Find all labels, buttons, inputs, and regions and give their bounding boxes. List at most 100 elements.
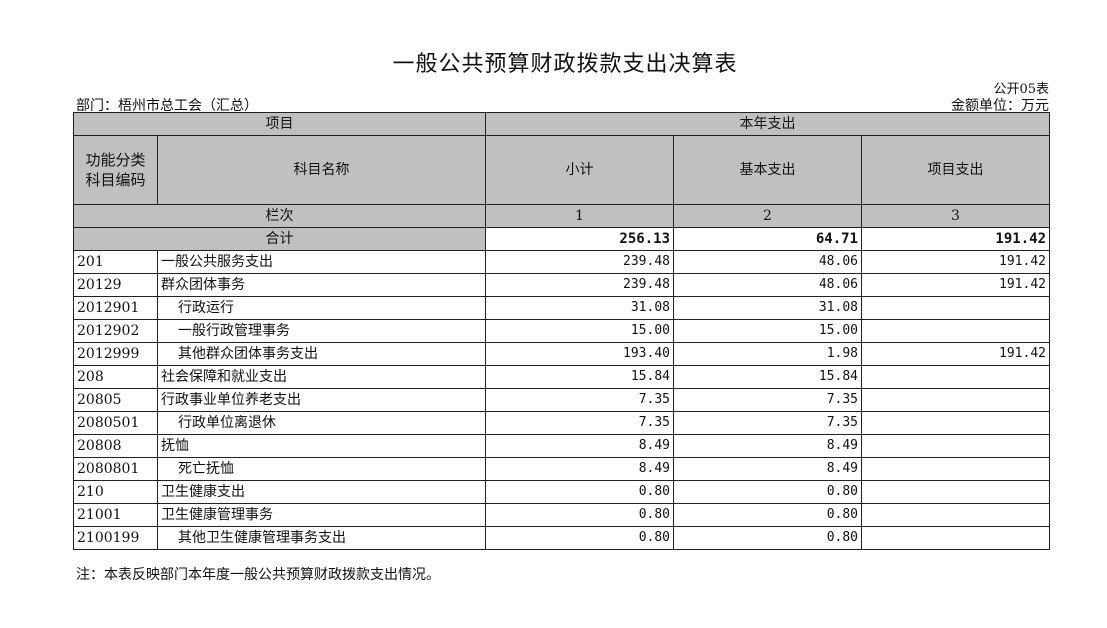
header-basic: 基本支出 xyxy=(673,135,862,205)
code-cell: 2080801 xyxy=(73,457,158,481)
col-3: 3 xyxy=(861,204,1050,228)
code-cell: 2080501 xyxy=(73,411,158,435)
table-row: 2080801 死亡抚恤 8.49 8.49 xyxy=(73,457,1050,481)
header-name: 科目名称 xyxy=(157,135,486,205)
project-cell xyxy=(861,365,1050,389)
table-row: 2100199 其他卫生健康管理事务支出 0.80 0.80 xyxy=(73,526,1050,550)
code-cell: 208 xyxy=(73,365,158,389)
project-cell: 191.42 xyxy=(861,250,1050,274)
name-cell: 社会保障和就业支出 xyxy=(157,365,486,389)
table-row: 208 社会保障和就业支出 15.84 15.84 xyxy=(73,365,1050,389)
header-subtotal: 小计 xyxy=(485,135,674,205)
code-cell: 2012902 xyxy=(73,319,158,343)
subtotal-cell: 7.35 xyxy=(485,388,674,412)
expenditure-table: 项目 本年支出 功能分类 科目编码 科目名称 小计 基本支出 项目支出 栏次 1… xyxy=(73,112,1050,550)
project-cell xyxy=(861,319,1050,343)
subtotal-cell: 8.49 xyxy=(485,434,674,458)
name-cell: 卫生健康管理事务 xyxy=(157,503,486,527)
table-row: 20129 群众团体事务 239.48 48.06 191.42 xyxy=(73,273,1050,297)
department-label: 部门：梧州市总工会（汇总） xyxy=(76,98,258,114)
project-cell xyxy=(861,296,1050,320)
table-row: 20805 行政事业单位养老支出 7.35 7.35 xyxy=(73,388,1050,412)
header-row-2: 功能分类 科目编码 科目名称 小计 基本支出 项目支出 xyxy=(73,135,1050,205)
name-cell: 死亡抚恤 xyxy=(157,457,486,481)
total-row: 合计 256.13 64.71 191.42 xyxy=(73,227,1050,251)
name-cell: 一般公共服务支出 xyxy=(157,250,486,274)
project-cell xyxy=(861,503,1050,527)
subtotal-cell: 193.40 xyxy=(485,342,674,366)
footnote: 注：本表反映部门本年度一般公共预算财政拨款支出情况。 xyxy=(76,567,440,583)
table-row: 201 一般公共服务支出 239.48 48.06 191.42 xyxy=(73,250,1050,274)
basic-cell: 7.35 xyxy=(673,411,862,435)
subtotal-cell: 0.80 xyxy=(485,480,674,504)
subtotal-cell: 239.48 xyxy=(485,250,674,274)
table-row: 20808 抚恤 8.49 8.49 xyxy=(73,434,1050,458)
name-cell: 其他群众团体事务支出 xyxy=(157,342,486,366)
basic-cell: 0.80 xyxy=(673,503,862,527)
unit-label: 金额单位：万元 xyxy=(951,98,1049,114)
project-cell xyxy=(861,434,1050,458)
project-cell xyxy=(861,480,1050,504)
header-row-1: 项目 本年支出 xyxy=(73,112,1050,136)
subtotal-cell: 15.00 xyxy=(485,319,674,343)
name-cell: 行政单位离退休 xyxy=(157,411,486,435)
basic-cell: 48.06 xyxy=(673,273,862,297)
subtotal-cell: 31.08 xyxy=(485,296,674,320)
basic-cell: 15.00 xyxy=(673,319,862,343)
project-cell xyxy=(861,526,1050,550)
header-item: 项目 xyxy=(73,112,486,136)
subtotal-cell: 7.35 xyxy=(485,411,674,435)
subtotal-cell: 239.48 xyxy=(485,273,674,297)
col-2: 2 xyxy=(673,204,862,228)
code-cell: 20129 xyxy=(73,273,158,297)
basic-cell: 7.35 xyxy=(673,388,862,412)
code-cell: 2012901 xyxy=(73,296,158,320)
basic-cell: 1.98 xyxy=(673,342,862,366)
code-cell: 20805 xyxy=(73,388,158,412)
table-row: 2080501 行政单位离退休 7.35 7.35 xyxy=(73,411,1050,435)
basic-cell: 0.80 xyxy=(673,480,862,504)
name-cell: 一般行政管理事务 xyxy=(157,319,486,343)
subtotal-cell: 8.49 xyxy=(485,457,674,481)
code-cell: 201 xyxy=(73,250,158,274)
subtotal-cell: 0.80 xyxy=(485,503,674,527)
table-row: 21001 卫生健康管理事务 0.80 0.80 xyxy=(73,503,1050,527)
code-cell: 2012999 xyxy=(73,342,158,366)
header-current-year: 本年支出 xyxy=(485,112,1050,136)
basic-cell: 48.06 xyxy=(673,250,862,274)
col-1: 1 xyxy=(485,204,674,228)
project-cell xyxy=(861,411,1050,435)
total-subtotal: 256.13 xyxy=(485,227,674,251)
name-cell: 行政事业单位养老支出 xyxy=(157,388,486,412)
basic-cell: 8.49 xyxy=(673,434,862,458)
header-project: 项目支出 xyxy=(861,135,1050,205)
name-cell: 卫生健康支出 xyxy=(157,480,486,504)
table-row: 210 卫生健康支出 0.80 0.80 xyxy=(73,480,1050,504)
basic-cell: 8.49 xyxy=(673,457,862,481)
total-label: 合计 xyxy=(73,227,486,251)
column-number-label: 栏次 xyxy=(73,204,486,228)
project-cell: 191.42 xyxy=(861,342,1050,366)
code-cell: 210 xyxy=(73,480,158,504)
basic-cell: 31.08 xyxy=(673,296,862,320)
code-cell: 21001 xyxy=(73,503,158,527)
subtotal-cell: 0.80 xyxy=(485,526,674,550)
basic-cell: 0.80 xyxy=(673,526,862,550)
total-project: 191.42 xyxy=(861,227,1050,251)
table-row: 2012901 行政运行 31.08 31.08 xyxy=(73,296,1050,320)
form-number: 公开05表 xyxy=(993,82,1049,97)
project-cell: 191.42 xyxy=(861,273,1050,297)
code-cell: 2100199 xyxy=(73,526,158,550)
project-cell xyxy=(861,388,1050,412)
name-cell: 抚恤 xyxy=(157,434,486,458)
total-basic: 64.71 xyxy=(673,227,862,251)
basic-cell: 15.84 xyxy=(673,365,862,389)
code-cell: 20808 xyxy=(73,434,158,458)
name-cell: 行政运行 xyxy=(157,296,486,320)
table-row: 2012999 其他群众团体事务支出 193.40 1.98 191.42 xyxy=(73,342,1050,366)
project-cell xyxy=(861,457,1050,481)
page-title: 一般公共预算财政拨款支出决算表 xyxy=(392,52,738,77)
name-cell: 群众团体事务 xyxy=(157,273,486,297)
header-code: 功能分类 科目编码 xyxy=(73,135,158,205)
subtotal-cell: 15.84 xyxy=(485,365,674,389)
